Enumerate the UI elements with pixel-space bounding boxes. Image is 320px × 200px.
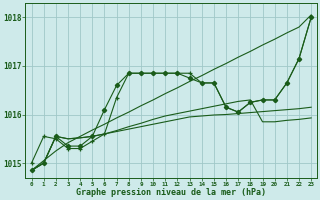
X-axis label: Graphe pression niveau de la mer (hPa): Graphe pression niveau de la mer (hPa)	[76, 188, 266, 197]
